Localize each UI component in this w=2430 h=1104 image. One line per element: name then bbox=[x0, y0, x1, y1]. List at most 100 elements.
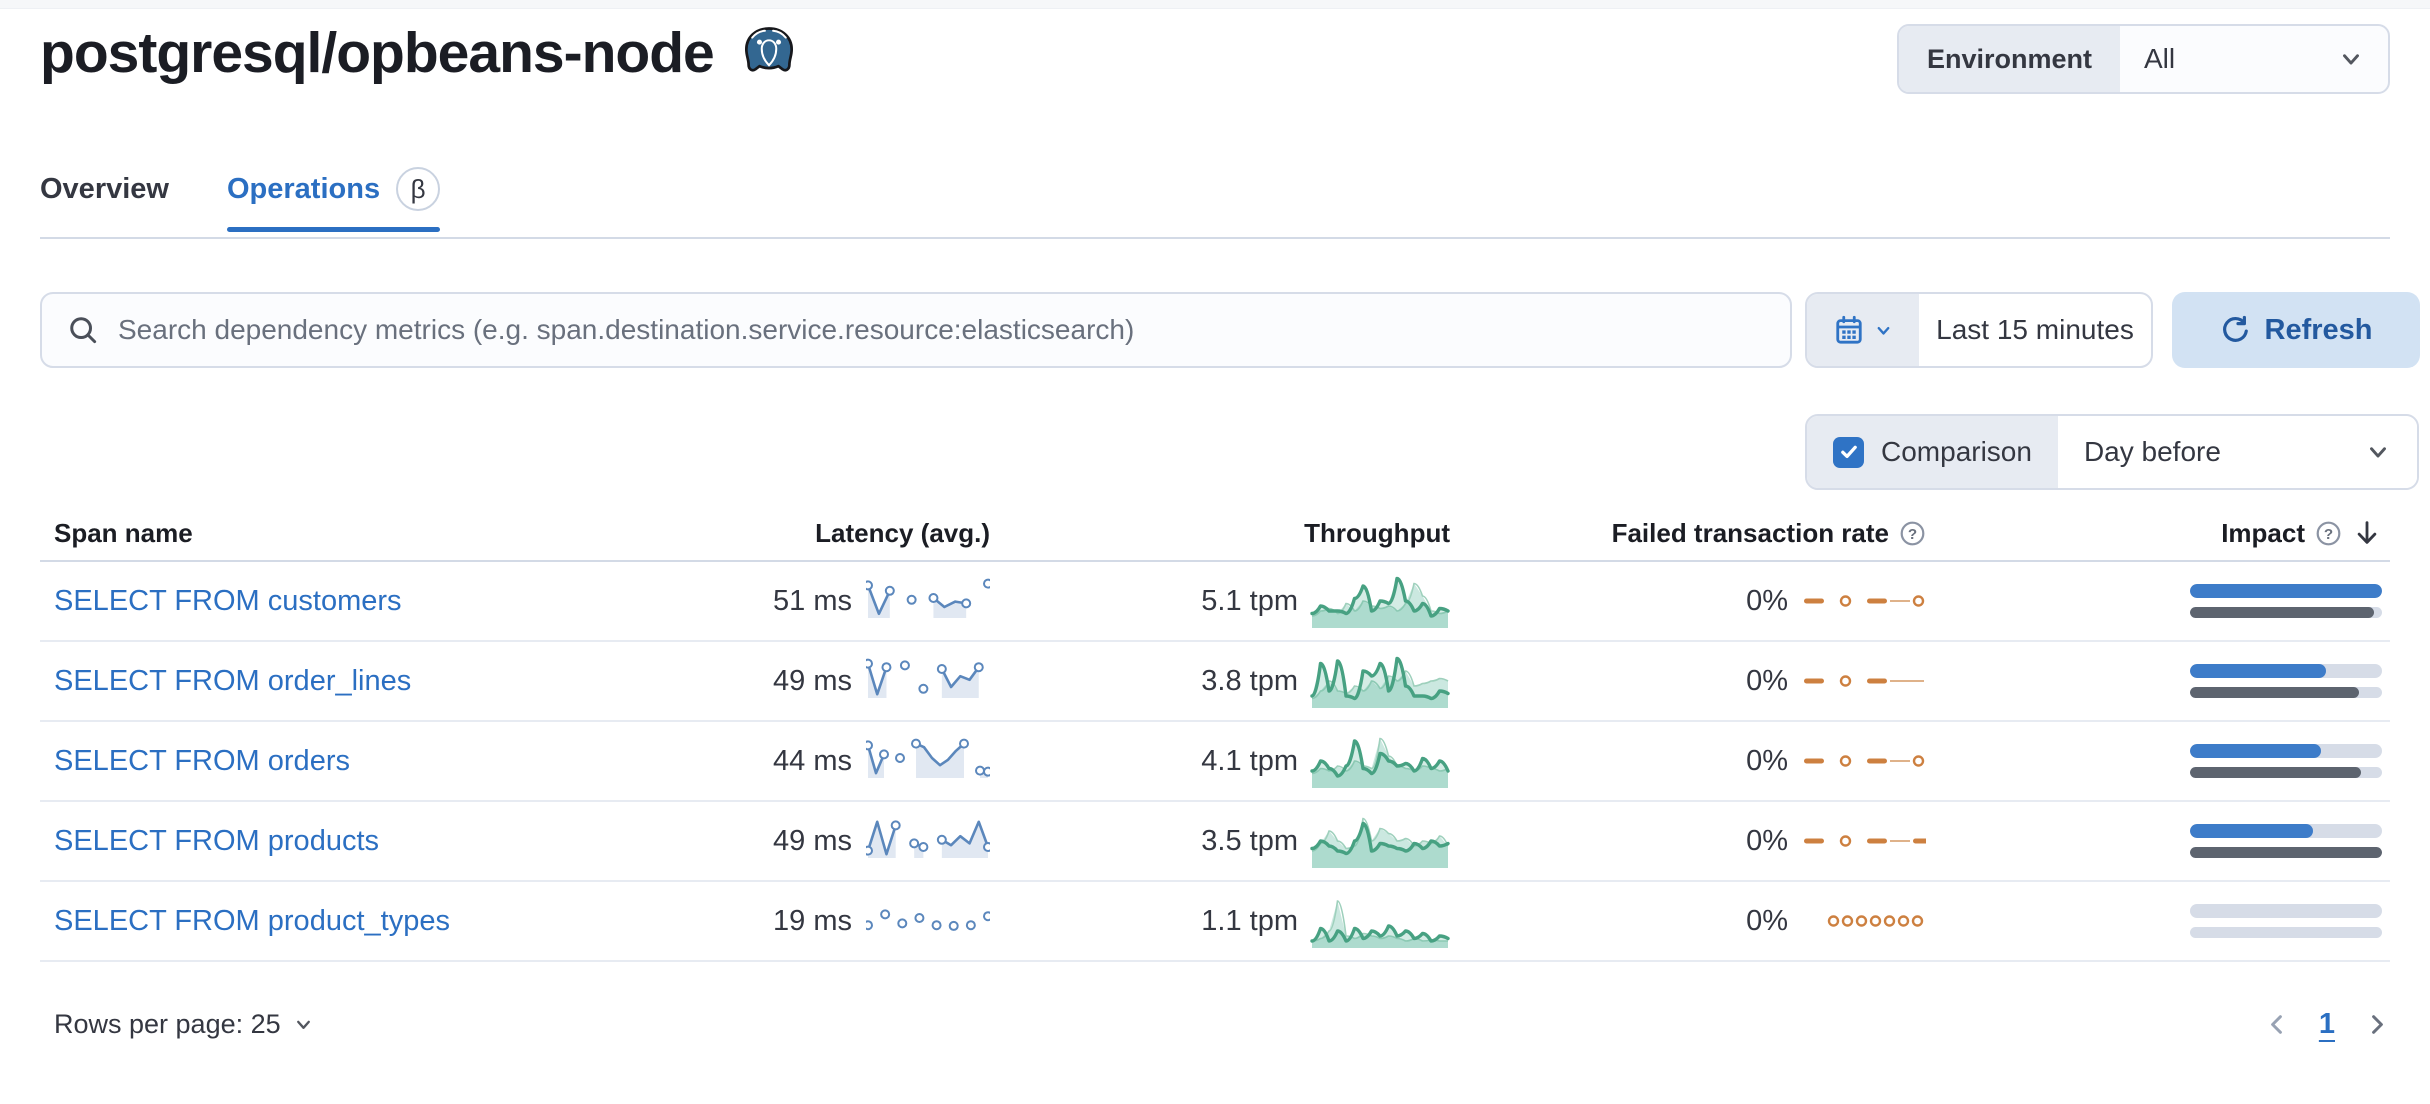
environment-value: All bbox=[2144, 43, 2176, 74]
failed-rate-value: 0% bbox=[1746, 664, 1788, 697]
latency-sparkline bbox=[866, 738, 990, 778]
environment-select[interactable]: Environment All bbox=[1896, 24, 2390, 94]
refresh-icon bbox=[2220, 315, 2250, 345]
impact-bar-previous bbox=[2190, 927, 2382, 938]
comparison-value: Day before bbox=[2083, 436, 2221, 467]
throughput-sparkline bbox=[1310, 576, 1450, 628]
comparison-control: Comparison Day before bbox=[1805, 414, 2419, 490]
date-range-label: Last 15 minutes bbox=[1936, 314, 2134, 345]
failed-rate-value: 0% bbox=[1746, 904, 1788, 937]
column-header-latency[interactable]: Latency (avg.) bbox=[815, 517, 990, 548]
span-name-link[interactable]: SELECT FROM order_lines bbox=[54, 664, 412, 697]
throughput-sparkline bbox=[1310, 737, 1450, 788]
beta-badge: β bbox=[396, 167, 441, 211]
impact-bars bbox=[2190, 744, 2382, 778]
span-name-link[interactable]: SELECT FROM product_types bbox=[54, 904, 450, 937]
tab-bar: Overview Operations β bbox=[40, 167, 441, 232]
impact-bar-previous bbox=[2190, 607, 2382, 618]
previous-page-button[interactable] bbox=[2264, 1012, 2289, 1037]
span-name-link[interactable]: SELECT FROM orders bbox=[54, 744, 350, 777]
rows-per-page-button[interactable]: Rows per page: 25 bbox=[40, 1009, 314, 1040]
tab-operations-label: Operations bbox=[226, 172, 381, 205]
column-header-throughput[interactable]: Throughput bbox=[1304, 517, 1450, 548]
latency-value: 51 ms bbox=[773, 584, 852, 617]
impact-bar-current bbox=[2190, 664, 2382, 678]
impact-bar-current bbox=[2190, 904, 2382, 918]
svg-text:?: ? bbox=[1908, 525, 1917, 542]
throughput-sparkline bbox=[1310, 656, 1450, 708]
failed-rate-sparkline bbox=[1827, 915, 1924, 927]
latency-sparkline bbox=[866, 658, 984, 698]
title-wrap: postgresql/opbeans-node bbox=[40, 22, 798, 85]
date-range-button[interactable]: Last 15 minutes bbox=[1919, 294, 2151, 366]
table-row: SELECT FROM order_lines 49 ms 3.8 tpm 0% bbox=[40, 642, 2390, 722]
svg-text:?: ? bbox=[2324, 525, 2333, 542]
failed-rate-sparkline bbox=[1804, 835, 1926, 847]
column-header-failed-rate[interactable]: Failed transaction rate ? bbox=[1450, 518, 1926, 549]
throughput-value: 5.1 tpm bbox=[1201, 584, 1298, 617]
impact-bars bbox=[2190, 824, 2382, 858]
latency-value: 49 ms bbox=[773, 664, 852, 697]
help-icon: ? bbox=[1899, 520, 1926, 547]
impact-bar-previous bbox=[2190, 687, 2382, 698]
impact-bars bbox=[2190, 584, 2382, 618]
next-page-button[interactable] bbox=[2365, 1012, 2390, 1037]
column-header-impact[interactable]: Impact ? bbox=[1926, 518, 2390, 549]
throughput-value: 3.8 tpm bbox=[1201, 664, 1298, 697]
date-picker-quick-menu-button[interactable] bbox=[1807, 294, 1919, 366]
column-header-span-name: Span name bbox=[54, 517, 193, 548]
latency-sparkline bbox=[866, 578, 990, 618]
table-row: SELECT FROM product_types 19 ms 1.1 tpm … bbox=[40, 882, 2390, 962]
chevron-down-icon bbox=[1874, 321, 1893, 340]
failed-rate-value: 0% bbox=[1746, 744, 1788, 777]
help-icon: ? bbox=[2315, 520, 2342, 547]
tab-operations[interactable]: Operations β bbox=[226, 167, 441, 232]
refresh-label: Refresh bbox=[2264, 313, 2373, 346]
refresh-button[interactable]: Refresh bbox=[2172, 292, 2420, 368]
failed-rate-sparkline bbox=[1804, 755, 1925, 767]
table-header-row: Span name Latency (avg.) Throughput Fail… bbox=[40, 506, 2390, 562]
comparison-toggle[interactable]: Comparison bbox=[1807, 416, 2058, 488]
span-name-link[interactable]: SELECT FROM products bbox=[54, 824, 380, 857]
impact-bar-previous bbox=[2190, 847, 2382, 858]
impact-bars bbox=[2190, 904, 2382, 938]
table-row: SELECT FROM orders 44 ms 4.1 tpm 0% bbox=[40, 722, 2390, 802]
latency-sparkline bbox=[866, 820, 990, 858]
impact-bar-current bbox=[2190, 744, 2382, 758]
tabs-divider bbox=[40, 237, 2390, 239]
chevron-down-icon bbox=[293, 1014, 314, 1035]
table-row: SELECT FROM products 49 ms 3.5 tpm 0% bbox=[40, 802, 2390, 882]
impact-bar-previous bbox=[2190, 767, 2382, 778]
latency-value: 19 ms bbox=[773, 904, 852, 937]
impact-bars bbox=[2190, 664, 2382, 698]
top-strip bbox=[0, 0, 2430, 9]
environment-label: Environment bbox=[1898, 26, 2120, 92]
comparison-select[interactable]: Day before bbox=[2057, 416, 2417, 488]
tab-overview[interactable]: Overview bbox=[40, 172, 169, 218]
page-title: postgresql/opbeans-node bbox=[40, 21, 715, 85]
sort-descending-icon bbox=[2352, 518, 2382, 548]
throughput-sparkline bbox=[1310, 817, 1450, 868]
chevron-down-icon bbox=[2338, 46, 2364, 72]
rows-per-page-label: Rows per page: 25 bbox=[54, 1009, 281, 1039]
table-body: SELECT FROM customers 51 ms 5.1 tpm 0% bbox=[40, 562, 2390, 962]
postgresql-elephant-icon bbox=[740, 24, 798, 82]
comparison-checkbox[interactable] bbox=[1833, 436, 1864, 468]
search-icon bbox=[68, 315, 98, 345]
impact-bar-current bbox=[2190, 584, 2382, 598]
latency-value: 44 ms bbox=[773, 744, 852, 777]
page-number[interactable]: 1 bbox=[2318, 1008, 2335, 1040]
throughput-value: 3.5 tpm bbox=[1201, 824, 1298, 857]
calendar-icon bbox=[1834, 315, 1864, 345]
span-name-link[interactable]: SELECT FROM customers bbox=[54, 584, 402, 617]
table-row: SELECT FROM customers 51 ms 5.1 tpm 0% bbox=[40, 562, 2390, 642]
search-input[interactable] bbox=[118, 314, 1764, 346]
failed-rate-sparkline bbox=[1804, 595, 1925, 607]
comparison-label: Comparison bbox=[1881, 436, 2032, 467]
throughput-value: 4.1 tpm bbox=[1201, 744, 1298, 777]
impact-bar-current bbox=[2190, 824, 2382, 838]
search-bar bbox=[40, 292, 1792, 368]
page-header: postgresql/opbeans-node Environment All bbox=[40, 22, 2390, 94]
pagination: 1 bbox=[2264, 1008, 2390, 1041]
